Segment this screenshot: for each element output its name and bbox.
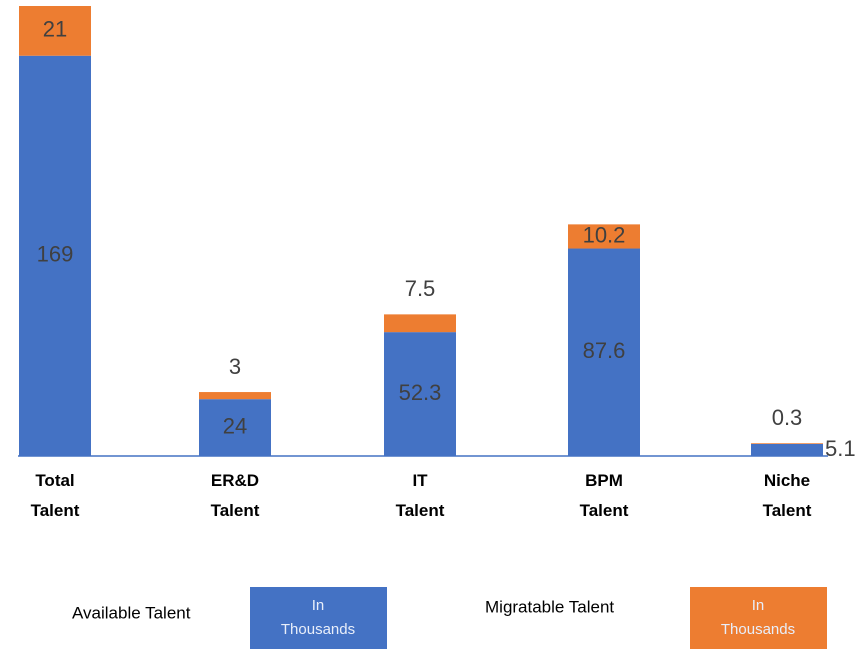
legend-unit: In Thousands [281, 597, 355, 638]
bar-segment [568, 224, 640, 249]
legend-unit: In Thousands [721, 597, 795, 638]
bar-segment [384, 332, 456, 456]
x-tick-label: IT Talent [396, 471, 445, 520]
legend-label: Migratable Talent [485, 597, 614, 616]
bar-segment [19, 55, 91, 456]
data-label: 24 [223, 413, 247, 438]
data-label: 7.5 [405, 276, 436, 301]
x-tick-label: Niche Talent [763, 471, 812, 520]
bar-segment [199, 399, 271, 456]
data-label: 21 [43, 17, 67, 42]
data-label: 0.3 [772, 405, 803, 430]
data-label: 87.6 [583, 338, 626, 363]
bar-segment [751, 443, 823, 444]
bar-segment [568, 248, 640, 456]
bar-segment [751, 443, 823, 456]
x-tick-label: BPM Talent [580, 471, 629, 520]
x-tick-label: Total Talent [31, 471, 80, 520]
data-label: 3 [229, 354, 241, 379]
legend-swatch [250, 587, 387, 649]
data-label: 5.1 [825, 436, 856, 461]
data-label: 10.2 [583, 222, 626, 247]
data-label: 52.3 [399, 380, 442, 405]
bar-segment [19, 6, 91, 56]
legend-label: Available Talent [72, 603, 191, 622]
legend-swatch [690, 587, 827, 649]
bar-segment [199, 392, 271, 400]
data-label: 169 [37, 242, 74, 267]
bar-segment [384, 314, 456, 333]
x-tick-label: ER&D Talent [211, 471, 260, 520]
